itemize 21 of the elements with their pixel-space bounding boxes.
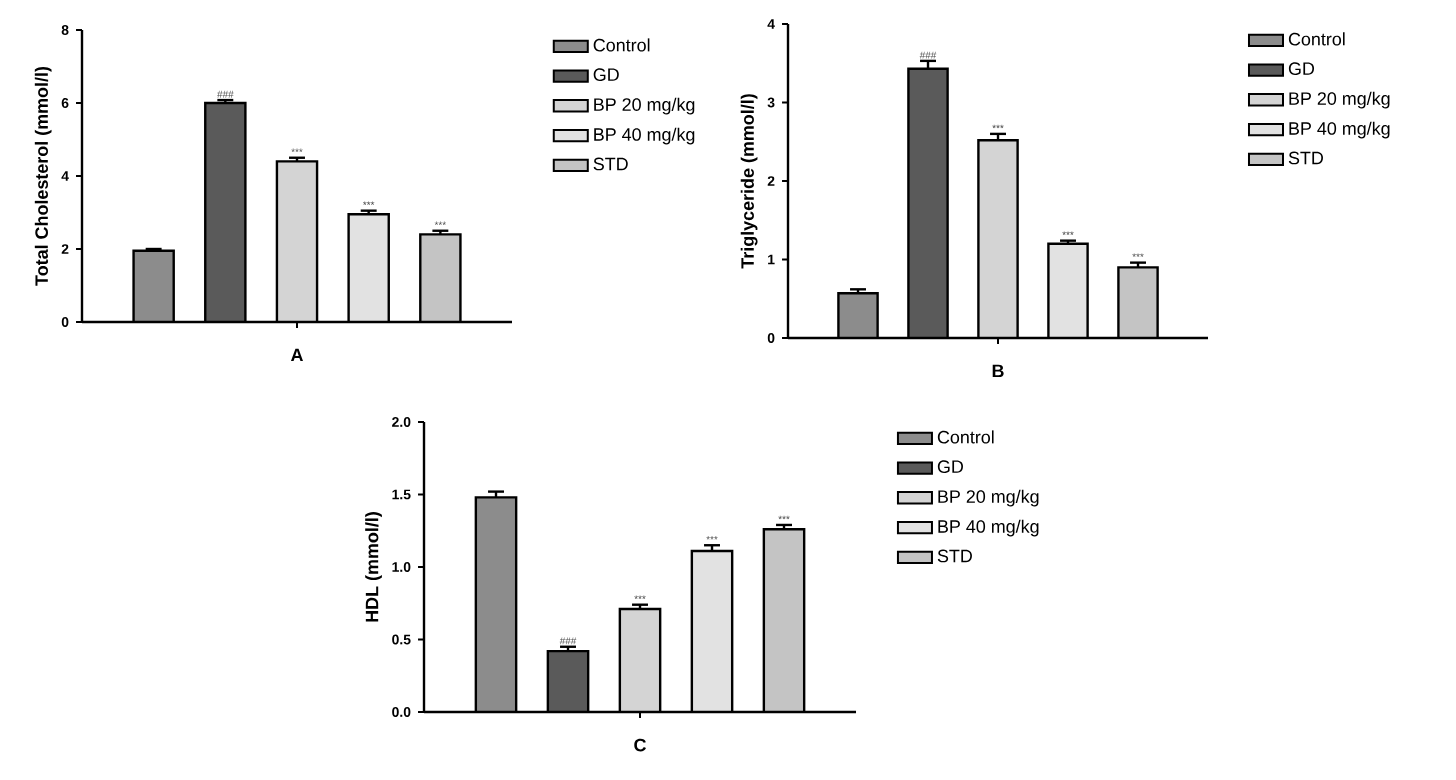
legend-label: BP 20 mg/kg <box>594 97 695 115</box>
legend-label: GD <box>593 68 619 82</box>
x-axis-title: B <box>992 364 1004 378</box>
legend-label: GD <box>937 460 963 474</box>
x-axis-title: A <box>290 348 303 362</box>
legend-label: STD <box>593 157 628 171</box>
legend-label: STD <box>1288 151 1323 165</box>
legend-label: BP 40 mg/kg <box>594 127 695 145</box>
x-axis-title: C <box>634 738 646 752</box>
legend-label: BP 20 mg/kg <box>938 489 1039 507</box>
legend-label: Control <box>937 430 994 444</box>
legend-label: Control <box>593 38 650 52</box>
y-axis-title: Triglyceride (mmol/l) <box>740 94 758 269</box>
legend-label: BP 40 mg/kg <box>938 519 1039 537</box>
legend-label: GD <box>1288 62 1315 76</box>
legend-label: BP 20 mg/kg <box>1289 91 1390 109</box>
legend-label: Control <box>1288 32 1345 46</box>
y-axis-title: HDL (mmol/l) <box>365 512 382 622</box>
legend-label: BP 40 mg/kg <box>1289 121 1390 139</box>
y-axis-title: Total Cholesterol (mmol/l) <box>34 66 52 286</box>
legend-label: STD <box>937 549 972 563</box>
